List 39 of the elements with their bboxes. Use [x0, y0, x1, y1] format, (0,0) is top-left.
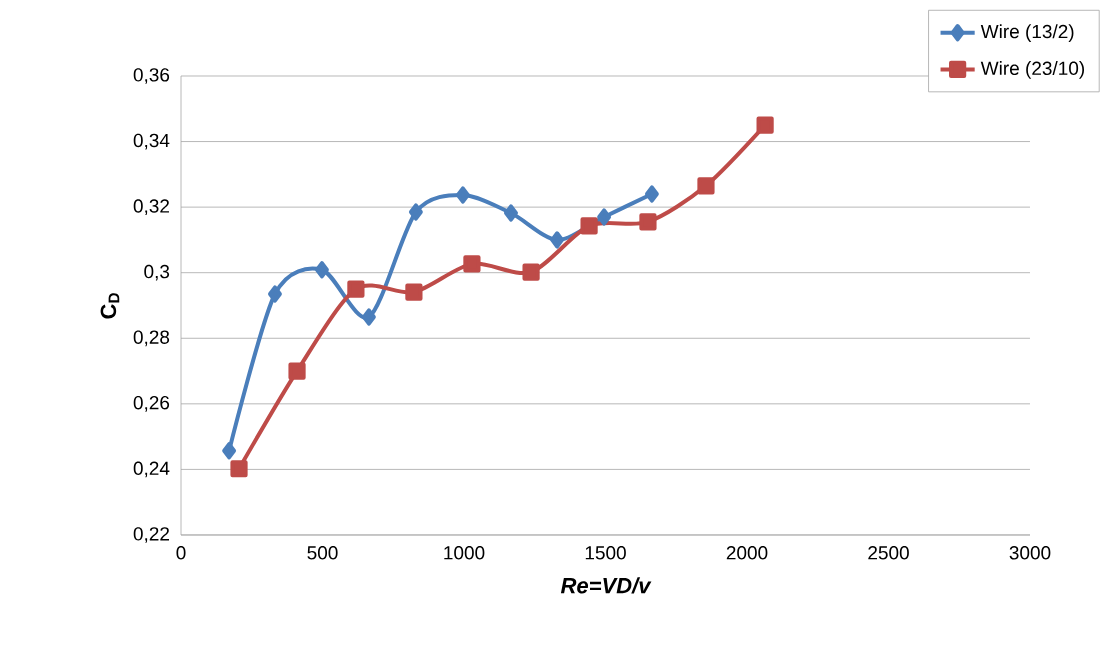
point — [580, 217, 598, 235]
y-tick-label: 0,24 — [133, 461, 170, 478]
x-tick-label: 3000 — [1009, 546, 1051, 560]
y-tick-label: 0,3 — [144, 264, 170, 281]
point — [347, 280, 365, 298]
y-tick-label: 0,26 — [133, 395, 170, 412]
point — [230, 460, 248, 478]
x-tick-label: 1500 — [585, 546, 626, 560]
x-axis-title: Re=VD/v — [560, 577, 652, 594]
point — [408, 203, 423, 221]
point — [644, 185, 659, 203]
y-tick-label: 0,28 — [133, 330, 170, 347]
x-tick-label: 2500 — [868, 546, 909, 560]
point — [455, 186, 470, 204]
x-tick-label: 0 — [176, 546, 186, 560]
point — [597, 208, 612, 226]
point — [288, 362, 306, 380]
y-tick-label: 0,22 — [133, 527, 169, 543]
point — [639, 213, 657, 231]
point — [222, 442, 237, 460]
y-tick-label: 0,36 — [133, 68, 170, 84]
x-tick-label: 2000 — [726, 546, 768, 560]
point — [405, 283, 423, 301]
legend-label: Wire (13/2) — [980, 24, 1074, 42]
point — [315, 261, 329, 279]
legend-label: Wire (23/10) — [980, 61, 1085, 79]
x-tick-label: 500 — [307, 546, 338, 560]
point — [522, 263, 540, 281]
y-tick-label: 0,34 — [133, 133, 170, 150]
point — [504, 204, 518, 222]
point — [697, 177, 715, 195]
x-tick-label: 1000 — [444, 546, 485, 560]
point — [463, 255, 481, 273]
point — [550, 231, 565, 249]
y-tick-label: 0,32 — [133, 199, 169, 215]
y-axis-title: C$_{D}$ — [100, 293, 120, 319]
point — [756, 116, 774, 134]
point — [268, 285, 282, 303]
point — [361, 308, 376, 326]
